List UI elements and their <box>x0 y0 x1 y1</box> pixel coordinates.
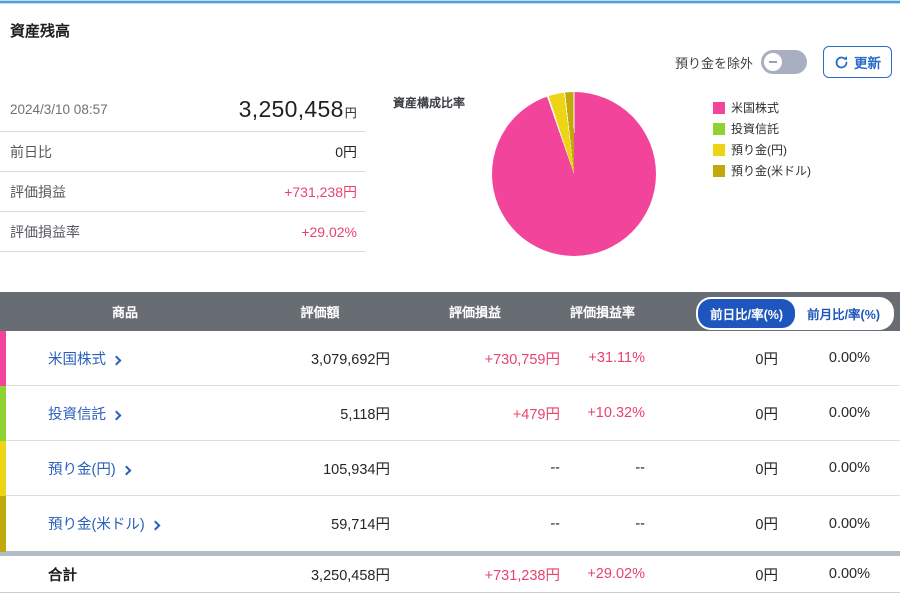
asset-link-deposit-jpy[interactable]: 預り金(円) <box>0 458 250 479</box>
refresh-label: 更新 <box>854 56 881 71</box>
cell-pl: +730,759円 <box>484 351 560 368</box>
legend-swatch-deposit-usd <box>713 164 725 177</box>
total-label: 合計 <box>48 567 77 584</box>
total-value: 3,250,458円 <box>310 567 390 584</box>
legend-item: 米国株式 <box>713 99 811 116</box>
chevron-right-icon <box>121 465 132 475</box>
row-accent-bar <box>0 496 6 552</box>
summary-panel: 2024/3/10 08:57 3,250,458円 前日比 0円 評価損益 +… <box>0 88 366 252</box>
cell-day-change: 0円 <box>755 406 778 423</box>
cell-pl-rate: -- <box>635 515 645 532</box>
total-pl: +731,238円 <box>484 567 560 584</box>
header-controls: 預り金を除外 更新 <box>675 46 892 78</box>
cell-day-rate: 0.00% <box>828 515 870 532</box>
total-day-rate: 0.00% <box>828 566 870 582</box>
period-toggle-group: 前日比/率(%) 前月比/率(%) <box>696 297 894 330</box>
asset-link-us-stocks[interactable]: 米国株式 <box>0 348 250 369</box>
exclude-deposits-toggle-wrap: 預り金を除外 <box>675 50 807 74</box>
cell-value: 3,079,692円 <box>310 351 390 368</box>
legend-swatch-deposit-jpy <box>713 143 725 156</box>
summary-total-row: 2024/3/10 08:57 3,250,458円 <box>0 88 366 132</box>
summary-row-pl-rate: 評価損益率 +29.02% <box>0 212 366 252</box>
chart-title: 資産構成比率 <box>393 96 466 110</box>
table-row: 預り金(円) 105,934円 -- -- 0円 0.00% <box>0 441 900 496</box>
currency-unit: 円 <box>344 106 357 120</box>
cell-pl: -- <box>550 460 560 476</box>
cell-value: 105,934円 <box>323 461 390 478</box>
table-total-row: 合計 3,250,458円 +731,238円 +29.02% 0円 0.00% <box>0 551 900 593</box>
asset-link-mutual-funds[interactable]: 投資信託 <box>0 403 250 424</box>
toggle-label: 預り金を除外 <box>674 55 753 71</box>
cell-pl: +479円 <box>512 406 560 423</box>
table-row: 米国株式 3,079,692円 +730,759円 +31.11% 0円 0.0… <box>0 331 900 386</box>
legend-swatch-us-stocks <box>713 101 725 114</box>
row-accent-bar <box>0 386 6 441</box>
top-accent-line <box>0 0 900 4</box>
legend-item: 預り金(円) <box>713 141 811 158</box>
page-title: 資産残高 <box>10 23 71 40</box>
total-pl-rate: +29.02% <box>587 566 645 582</box>
cell-value: 5,118円 <box>340 406 390 423</box>
table-header: 商品 評価額 評価損益 評価損益率 前日比/率(%) 前月比/率(%) <box>0 292 900 331</box>
cell-pl-rate: +31.11% <box>588 350 645 366</box>
legend-item: 預り金(米ドル) <box>713 162 811 179</box>
chevron-right-icon <box>111 355 122 365</box>
refresh-button[interactable]: 更新 <box>823 46 892 78</box>
table-row: 預り金(米ドル) 59,714円 -- -- 0円 0.00% <box>0 496 900 552</box>
legend-item: 投資信託 <box>713 120 811 137</box>
table-row: 投資信託 5,118円 +479円 +10.32% 0円 0.00% <box>0 386 900 441</box>
chart-legend: 米国株式 投資信託 預り金(円) 預り金(米ドル) <box>713 99 811 183</box>
day-change-toggle-button[interactable]: 前日比/率(%) <box>698 299 796 328</box>
total-assets-value: 3,250,458円 <box>238 96 357 122</box>
refresh-icon <box>834 55 849 70</box>
month-change-toggle-button[interactable]: 前月比/率(%) <box>795 299 892 328</box>
cell-day-rate: 0.00% <box>828 405 870 421</box>
cell-day-rate: 0.00% <box>828 350 870 366</box>
cell-day-change: 0円 <box>755 351 778 368</box>
row-accent-bar <box>0 331 6 386</box>
legend-swatch-mutual-funds <box>713 122 725 135</box>
cell-day-change: 0円 <box>755 517 778 533</box>
pie-chart <box>492 92 656 256</box>
chevron-right-icon <box>150 520 161 531</box>
row-accent-bar <box>0 441 6 496</box>
cell-pl: -- <box>550 515 560 532</box>
cell-pl-rate: -- <box>635 460 645 476</box>
assets-table: 商品 評価額 評価損益 評価損益率 前日比/率(%) 前月比/率(%) 米国株式… <box>0 292 900 593</box>
asset-link-deposit-usd[interactable]: 預り金(米ドル) <box>0 513 250 534</box>
exclude-deposits-toggle[interactable] <box>761 50 807 74</box>
cell-day-change: 0円 <box>755 461 778 478</box>
summary-row-pl: 評価損益 +731,238円 <box>0 172 366 212</box>
timestamp: 2024/3/10 08:57 <box>10 102 108 117</box>
cell-day-rate: 0.00% <box>828 460 870 476</box>
summary-row-day-change: 前日比 0円 <box>0 132 366 172</box>
cell-value: 59,714円 <box>331 517 390 533</box>
chevron-right-icon <box>111 410 122 420</box>
cell-pl-rate: +10.32% <box>587 405 645 421</box>
total-day-change: 0円 <box>755 567 778 584</box>
col-header-product: 商品 <box>111 305 138 320</box>
col-header-pl: 評価損益 <box>448 305 501 320</box>
col-header-value: 評価額 <box>300 305 340 320</box>
toggle-knob-icon <box>764 53 782 71</box>
col-header-pl-rate: 評価損益率 <box>569 305 635 320</box>
